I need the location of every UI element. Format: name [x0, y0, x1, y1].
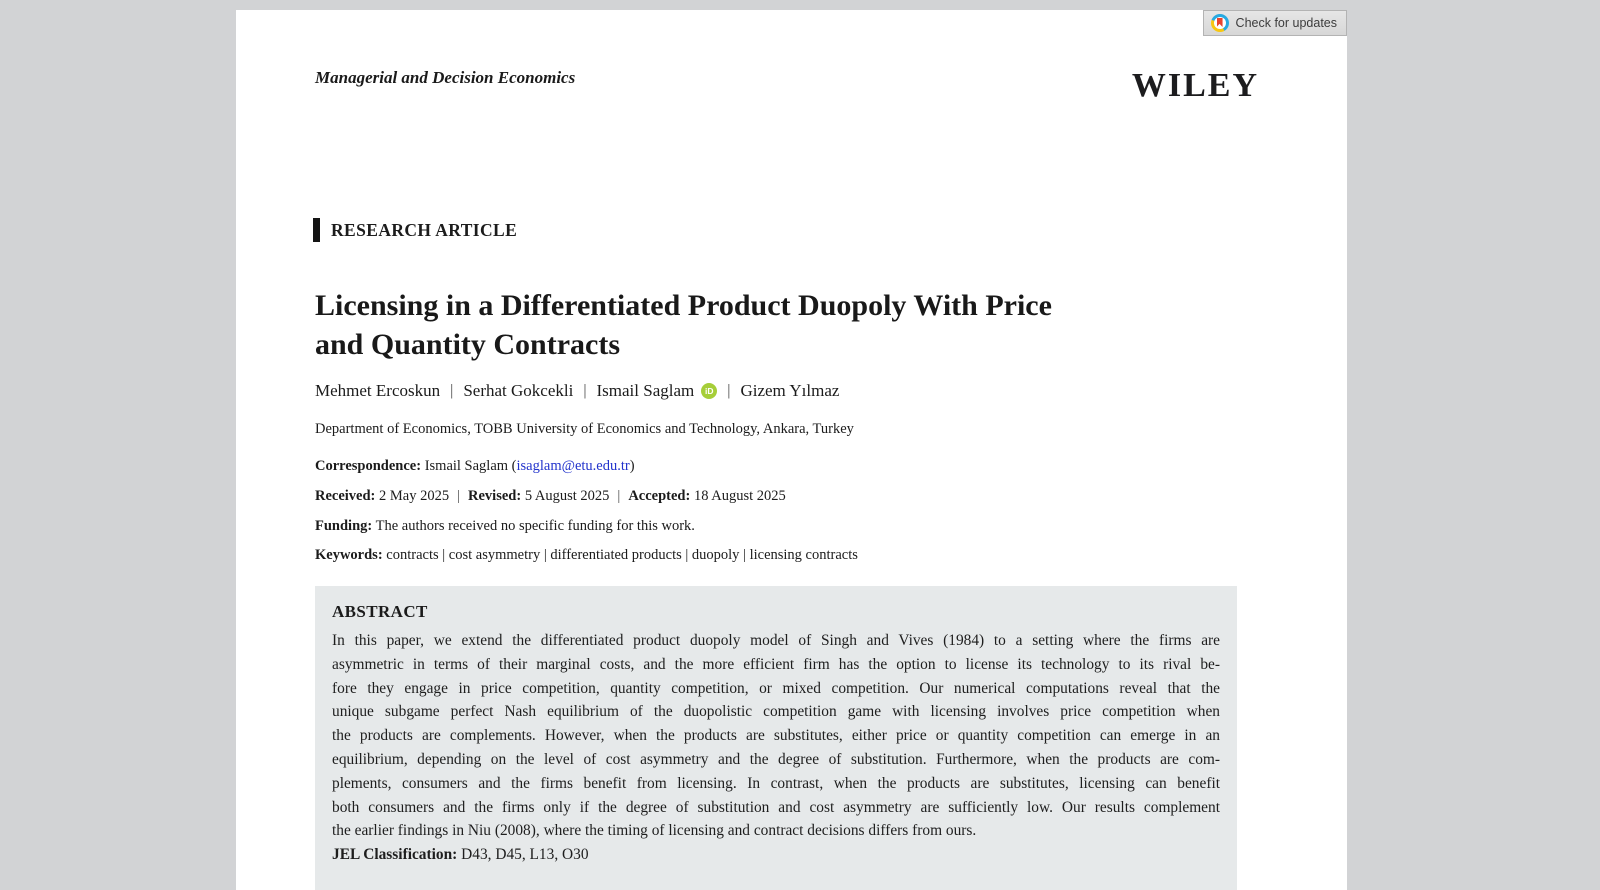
article-title-line: Licensing in a Differentiated Product Du…	[315, 289, 1052, 322]
author-separator: |	[727, 382, 731, 399]
check-for-updates-button[interactable]: Check for updates	[1202, 10, 1347, 36]
author-separator: |	[583, 382, 587, 399]
keywords-text: contracts | cost asymmetry | differentia…	[386, 547, 858, 563]
correspondence-label: Correspondence:	[315, 458, 422, 474]
accepted-label: Accepted:	[628, 488, 691, 504]
article-title: Licensing in a Differentiated Product Du…	[315, 287, 1245, 364]
bookmark-icon	[1216, 18, 1223, 27]
abstract-line: unique subgame perfect Nash equilibrium …	[332, 703, 1220, 721]
article-title-line: and Quantity Contracts	[315, 327, 621, 361]
revised-date: 5 August 2025	[524, 488, 610, 504]
abstract-line: plements, consumers and the firms benefi…	[332, 774, 1220, 792]
author-list: Mehmet Ercoskun | Serhat Gokcekli | Ismail S…	[315, 381, 839, 401]
keywords-label: Keywords:	[315, 547, 383, 563]
orcid-icon[interactable]: iD	[701, 383, 718, 399]
check-for-updates-label: Check for updates	[1235, 16, 1337, 30]
publisher-logo: WILEY	[1131, 67, 1259, 104]
abstract-line: both consumers and the firms only if the…	[332, 798, 1220, 816]
article-kicker: RESEARCH ARTICLE	[313, 218, 517, 242]
author-name: Serhat Gokcekli	[463, 381, 574, 400]
author-name: Mehmet Ercoskun	[315, 381, 441, 400]
journal-name: Managerial and Decision Economics	[315, 68, 576, 87]
author-name: Gizem Yılmaz	[740, 381, 840, 400]
abstract-line: asymmetric in terms of their marginal co…	[332, 655, 1220, 673]
received-label: Received:	[315, 488, 376, 504]
kicker-label: RESEARCH ARTICLE	[331, 219, 518, 240]
abstract-heading: ABSTRACT	[332, 602, 428, 621]
abstract-line: equilibrium, depending on the level of c…	[332, 750, 1220, 768]
correspondence-line: Correspondence: Ismail Saglam (isaglam@e…	[315, 458, 635, 474]
abstract-line: fore they engage in price competition, q…	[332, 679, 1220, 697]
abstract-text: In this paper, we extend the differentia…	[332, 629, 1220, 843]
article-page: Check for updates Managerial and Decisio…	[236, 10, 1347, 890]
abstract-line: the products are complements. However, w…	[332, 727, 1220, 745]
keywords-line: Keywords: contracts | cost asymmetry | d…	[315, 547, 858, 564]
accepted-date: 18 August 2025	[693, 488, 786, 504]
jel-codes: D43, D45, L13, O30	[457, 846, 589, 864]
crossmark-icon	[1210, 14, 1229, 32]
kicker-bar	[313, 218, 320, 242]
jel-label: JEL Classification:	[332, 846, 458, 864]
received-date: 2 May 2025	[379, 488, 450, 504]
funding-label: Funding:	[315, 518, 373, 534]
affiliation: Department of Economics, TOBB University…	[315, 421, 854, 437]
author-separator: |	[450, 382, 454, 399]
correspondence-email-link[interactable]: isaglam@etu.edu.tr	[516, 458, 630, 474]
author-name: Ismail Saglam	[596, 381, 695, 400]
history-line: Received: 2 May 2025 | Revised: 5 August 2…	[315, 488, 786, 504]
abstract-line: In this paper, we extend the differentia…	[332, 632, 1220, 649]
abstract-section: ABSTRACT In this paper, we extend the di…	[315, 586, 1237, 890]
funding-text: The authors received no specific funding…	[375, 518, 695, 534]
funding-line: Funding: The authors received no specifi…	[315, 518, 695, 535]
abstract-line: the earlier findings in Niu (2008), wher…	[332, 822, 977, 840]
jel-classification-line: JEL Classification: D43, D45, L13, O30	[332, 843, 1220, 867]
revised-label: Revised:	[468, 488, 522, 504]
